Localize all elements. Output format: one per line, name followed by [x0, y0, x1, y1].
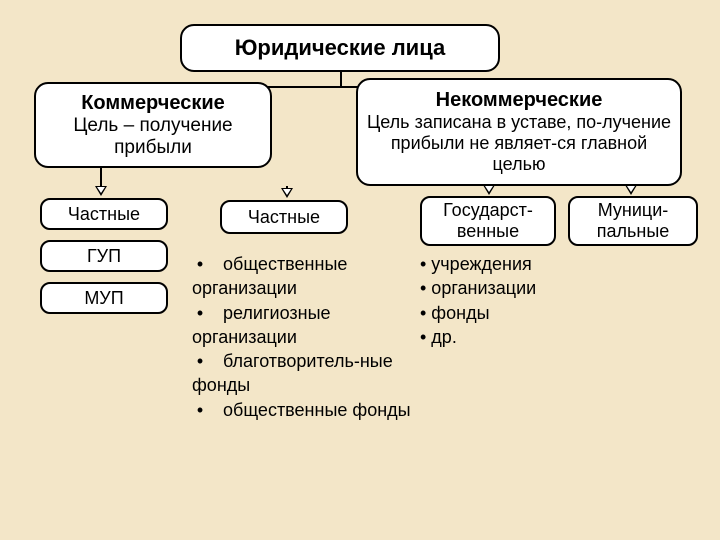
bullet-state-2: • фонды: [420, 301, 570, 325]
commercial-child-label-1: ГУП: [46, 246, 162, 267]
commercial-child-0: Частные: [40, 198, 168, 230]
commercial-child-2: МУП: [40, 282, 168, 314]
noncommercial-child-label-2: Муници-пальные: [574, 200, 692, 242]
commercial-subtitle: Цель – получение прибыли: [42, 115, 264, 159]
bullet-state-1: • организации: [420, 276, 570, 300]
commercial-child-label-2: МУП: [46, 288, 162, 309]
commercial-child-1: ГУП: [40, 240, 168, 272]
bullet-private-3: • общественные фонды: [192, 398, 412, 422]
noncommercial-child-label-1: Государст-венные: [426, 200, 550, 242]
bullet-private-0: • общественные организации: [192, 252, 412, 301]
noncommercial-child-2: Муници-пальные: [568, 196, 698, 246]
noncommercial-subtitle: Цель записана в уставе, по-лучение прибы…: [364, 112, 674, 175]
commercial-title: Коммерческие: [42, 92, 264, 115]
bullets-state: • учреждения• организации• фонды• др.: [420, 252, 570, 349]
connector-title-down: [340, 72, 342, 86]
commercial-box: Коммерческие Цель – получение прибыли: [34, 82, 272, 168]
noncommercial-child-label-0: Частные: [226, 207, 342, 228]
noncommercial-box: Некоммерческие Цель записана в уставе, п…: [356, 78, 682, 186]
noncommercial-title: Некоммерческие: [364, 89, 674, 112]
arrow-line-0: [100, 168, 102, 188]
noncommercial-child-0: Частные: [220, 200, 348, 234]
bullet-private-2: • благотворитель-ные фонды: [192, 349, 412, 398]
bullet-state-3: • др.: [420, 325, 570, 349]
bullet-state-0: • учреждения: [420, 252, 570, 276]
bullet-private-1: • религиозные организации: [192, 301, 412, 350]
bullets-private: • общественные организации• религиозные …: [192, 252, 412, 422]
noncommercial-child-1: Государст-венные: [420, 196, 556, 246]
title-label: Юридические лица: [188, 35, 492, 61]
diagram-root: Юридические лица Коммерческие Цель – пол…: [0, 0, 720, 540]
commercial-child-label-0: Частные: [46, 204, 162, 225]
title-box: Юридические лица: [180, 24, 500, 72]
